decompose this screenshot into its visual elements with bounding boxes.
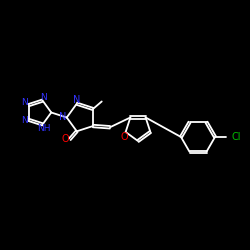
Text: N: N — [22, 98, 28, 107]
Text: N: N — [21, 116, 28, 125]
Text: NH: NH — [37, 124, 51, 134]
Text: N: N — [59, 112, 66, 122]
Text: N: N — [72, 95, 80, 105]
Text: N: N — [40, 92, 47, 102]
Text: Cl: Cl — [232, 132, 241, 142]
Text: O: O — [120, 132, 128, 141]
Text: O: O — [62, 134, 70, 144]
